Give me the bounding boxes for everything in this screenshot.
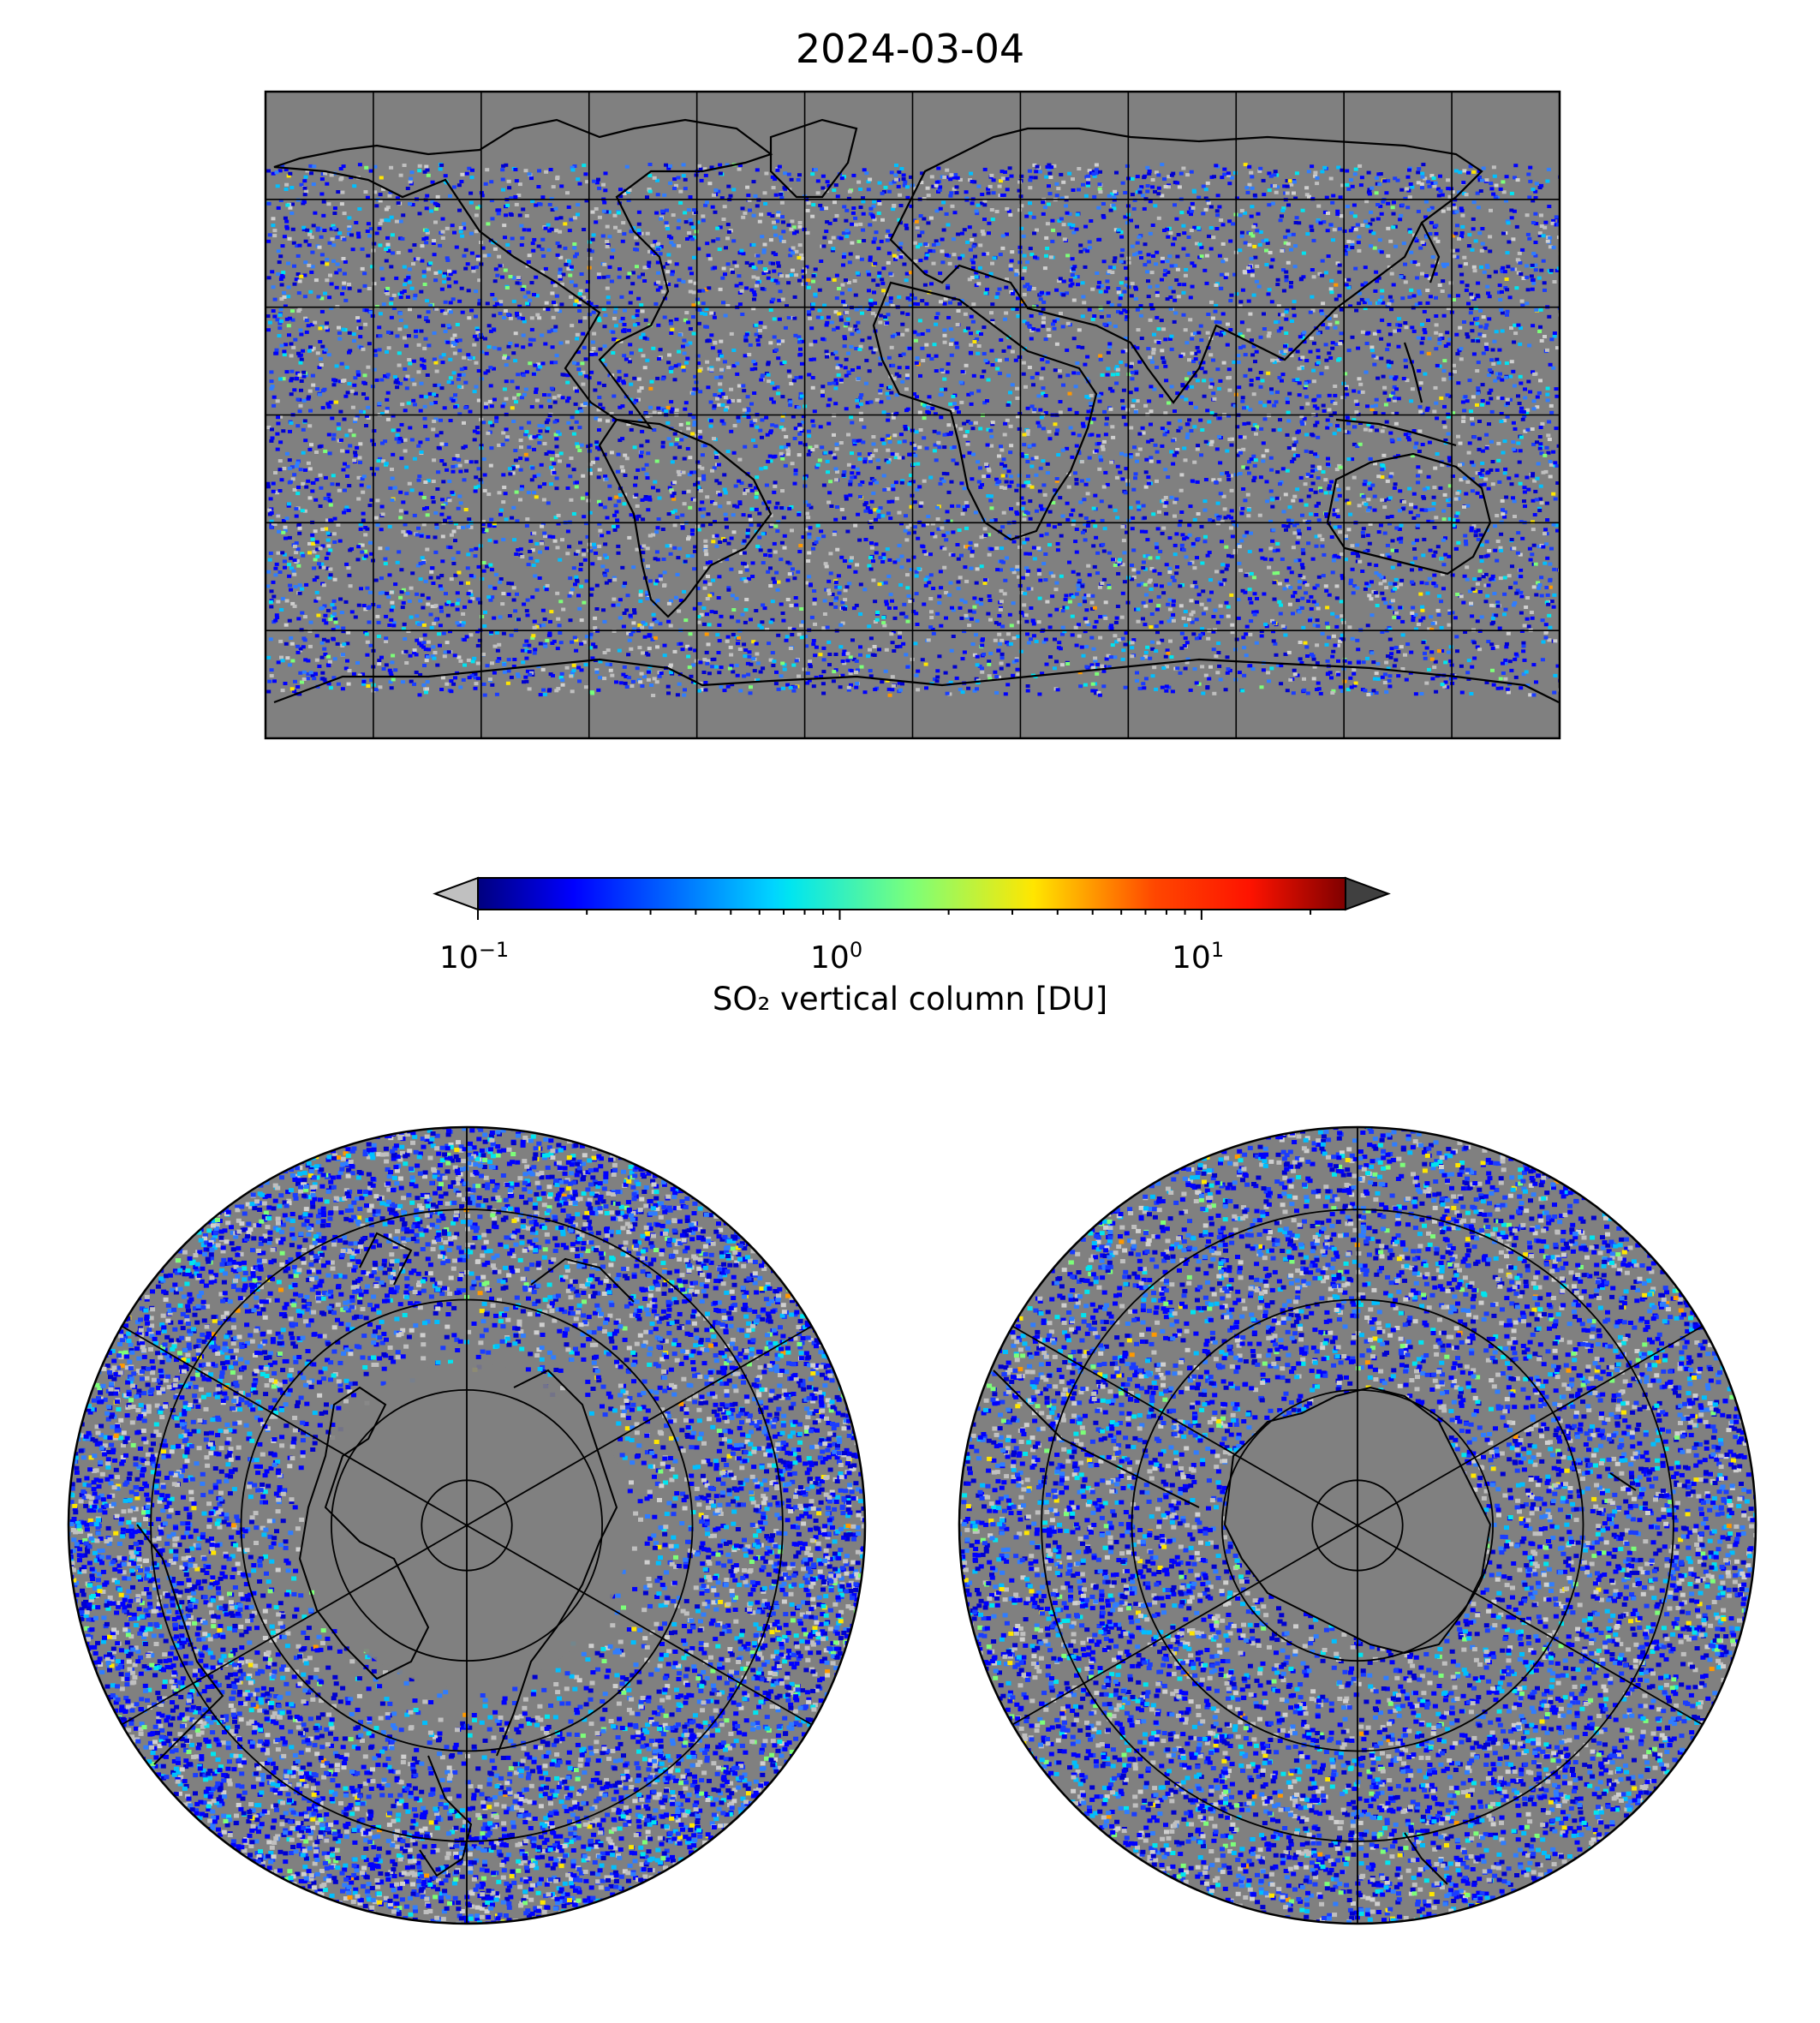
colorbar-gradient (477, 877, 1346, 910)
global-map-so2-field (266, 163, 1560, 697)
north-polar-frame (67, 1125, 867, 1925)
global-map-frame (264, 90, 1561, 740)
north-polar-gridlines (117, 1127, 816, 1924)
colorbar-tick-label-1: 100 (810, 940, 862, 976)
north-polar-so2-field (69, 1127, 865, 1924)
north-polar-coastlines (136, 1232, 635, 1877)
south-polar-coastlines (993, 1370, 1637, 1885)
figure-title: 2024-03-04 (0, 26, 1820, 72)
south-polar-frame (958, 1125, 1757, 1925)
global-map-coastlines (273, 118, 1560, 704)
south-polar-gridlines (1008, 1127, 1707, 1924)
colorbar-tick-label-0: 10−1 (439, 940, 509, 976)
south-polar-so2-field (959, 1127, 1756, 1924)
colorbar-over-extension (1345, 876, 1391, 911)
colorbar-ticks (477, 910, 1312, 920)
colorbar-tick-label-2: 101 (1172, 940, 1224, 976)
colorbar-label: SO₂ vertical column [DU] (0, 981, 1820, 1017)
global-map-gridlines (266, 92, 1560, 738)
